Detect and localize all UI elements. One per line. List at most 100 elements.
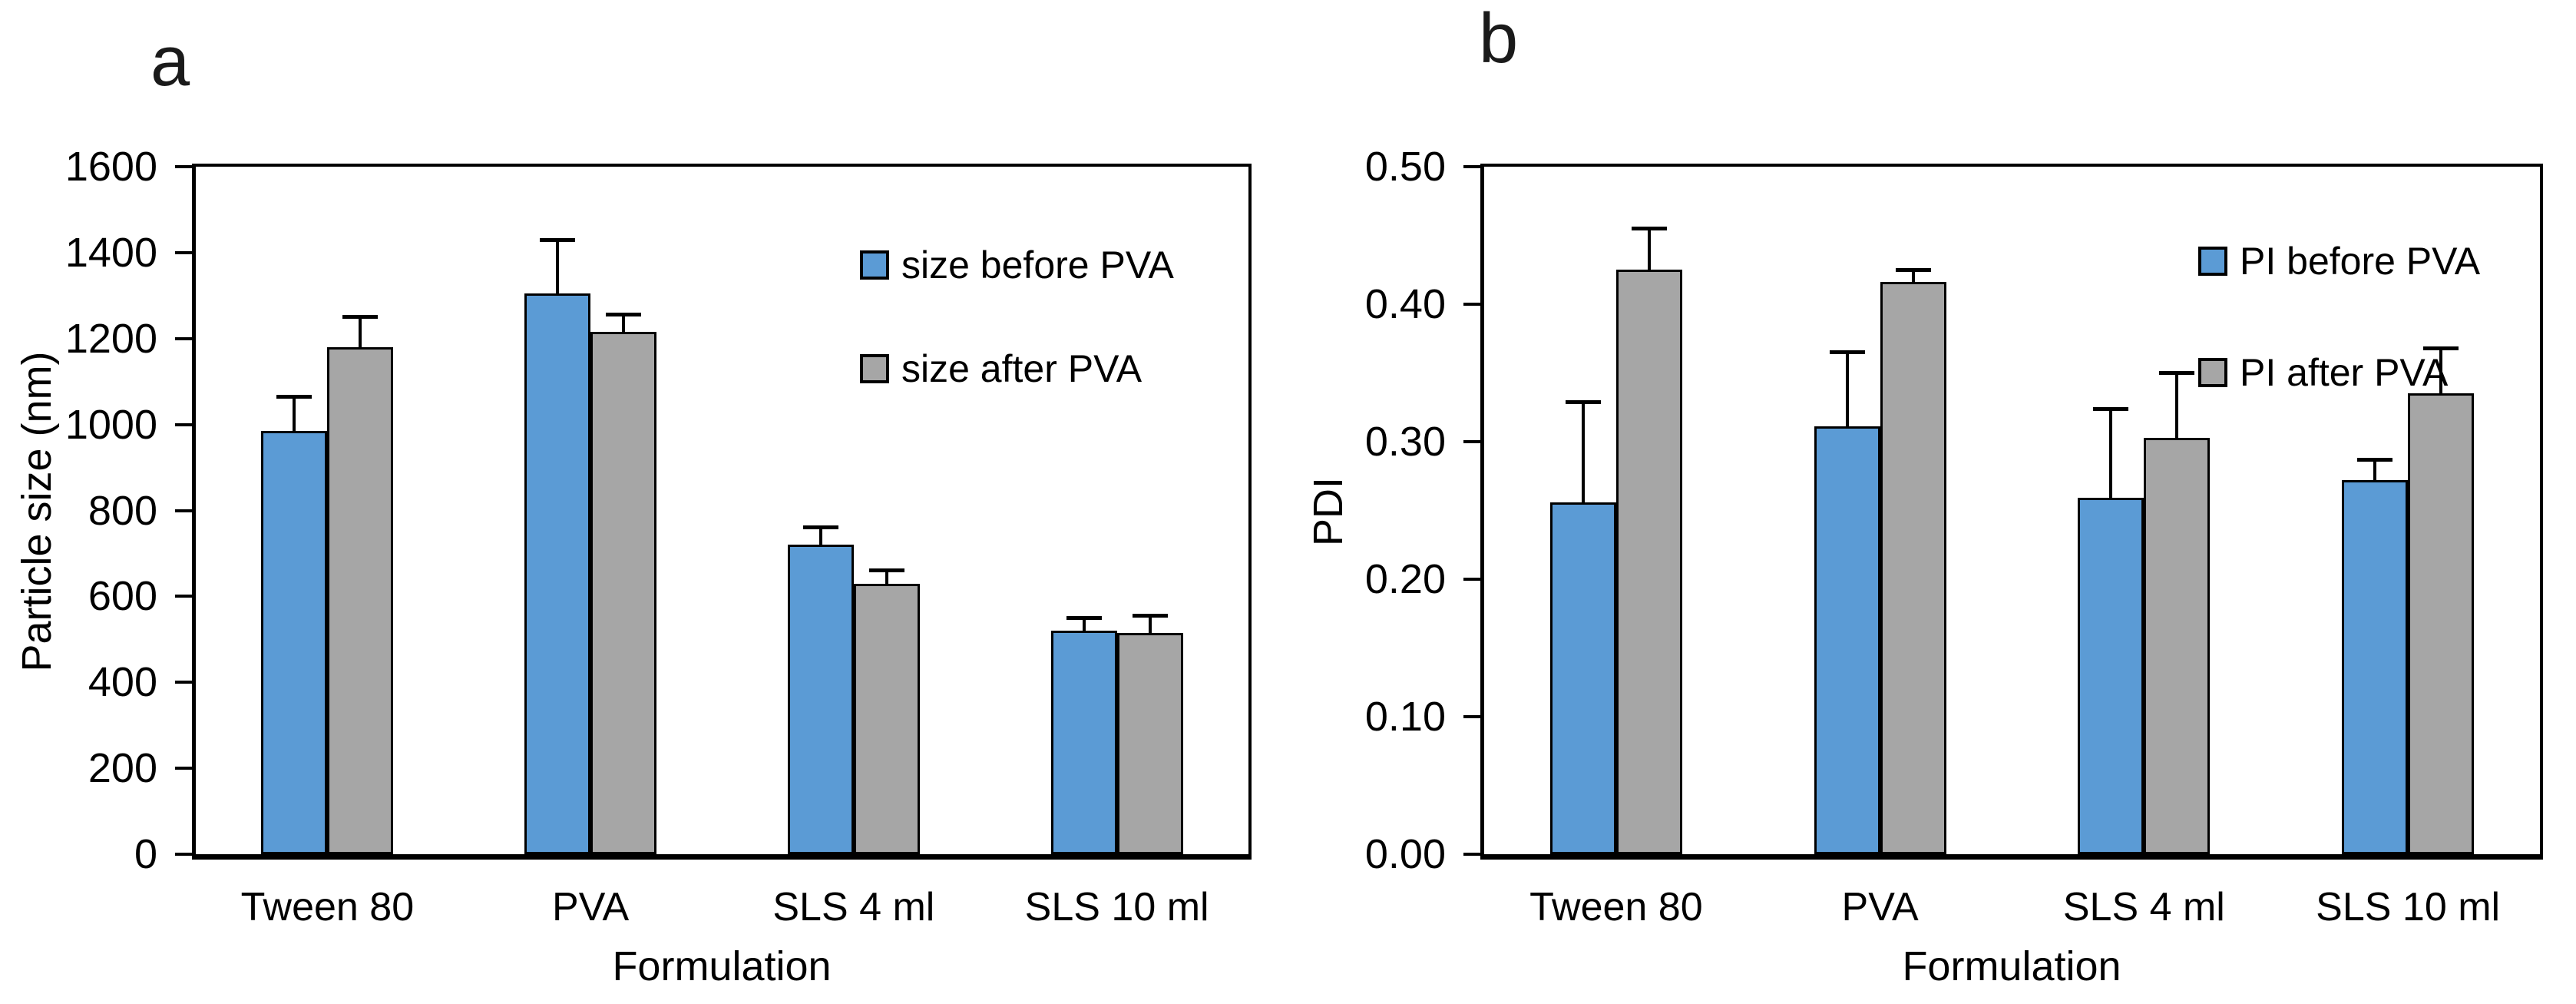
y-tick-label: 800 <box>88 487 157 534</box>
y-tick-mark <box>175 853 192 856</box>
y-tick-label: 0.00 <box>1364 831 1446 877</box>
panel-a-plot-area: size before PVA size after PVA <box>192 164 1252 860</box>
y-tick-mark <box>175 509 192 512</box>
bar-pi-after-pva-tween-80 <box>1615 227 1682 854</box>
error-bar-cap <box>1631 227 1667 231</box>
error-bar-line <box>293 394 296 434</box>
y-tick-label: 0.30 <box>1364 419 1446 465</box>
error-bar-line <box>2109 406 2113 501</box>
error-bar-cap <box>1132 613 1168 618</box>
error-bar <box>342 315 379 350</box>
error-bar <box>1066 615 1102 634</box>
y-tick-mark <box>175 767 192 770</box>
error-bar-line <box>2373 457 2377 483</box>
legend-swatch <box>2198 247 2227 276</box>
x-category-label-sls-10-ml: SLS 10 ml <box>1024 885 1209 929</box>
bar-size-after-pva-pva <box>590 313 657 854</box>
y-tick-mark <box>1463 578 1480 581</box>
error-bar-cap <box>540 237 576 242</box>
y-tick-label: 200 <box>88 745 157 792</box>
bar-pi-before-pva-pva <box>1814 350 1880 854</box>
error-bar <box>276 394 312 434</box>
y-tick-label: 1400 <box>64 229 157 276</box>
error-bar-line <box>622 313 626 335</box>
y-tick-mark <box>1463 715 1480 718</box>
x-category-label-sls-10-ml: SLS 10 ml <box>2316 885 2501 929</box>
legend-swatch <box>2198 358 2227 387</box>
error-bar <box>1565 399 1601 505</box>
y-tick-label: 0 <box>134 831 157 877</box>
bar-size-before-pva-sls-10-ml <box>1050 615 1117 854</box>
legend-item-size-after-pva: size after PVA <box>860 347 1142 390</box>
panel-b-plot-area: PI before PVA PI after PVA <box>1480 164 2543 860</box>
bar-group-sls-10-ml <box>985 167 1248 854</box>
bar-pi-before-pva-tween-80 <box>1549 399 1616 854</box>
y-tick-label: 1000 <box>64 401 157 448</box>
error-bar-cap <box>802 525 838 530</box>
panel-b-y-axis-title: PDI <box>1305 476 1351 547</box>
legend-label: size after PVA <box>901 347 1143 390</box>
error-bar <box>2357 457 2393 483</box>
error-bar <box>868 568 904 586</box>
error-bar-line <box>1911 267 1915 285</box>
legend-item-pi-after-pva: PI after PVA <box>2198 351 2448 394</box>
error-bar <box>2159 371 2195 440</box>
x-category-label-sls-4-ml: SLS 4 ml <box>2062 885 2225 929</box>
x-category-label-pva: PVA <box>552 885 630 929</box>
legend-label: PI after PVA <box>2240 351 2449 394</box>
y-tick-label: 0.50 <box>1364 144 1446 190</box>
bar-size-before-pva-tween-80 <box>261 394 328 854</box>
error-bar-cap <box>1829 350 1865 355</box>
error-bar-cap <box>606 313 642 317</box>
bar-size-before-pva-pva <box>524 237 591 854</box>
y-tick-label: 1200 <box>64 315 157 362</box>
error-bar-cap <box>2423 346 2459 350</box>
y-tick-label: 0.20 <box>1364 556 1446 602</box>
bar-pi-before-pva-sls-4-ml <box>2078 406 2144 854</box>
bar-size-after-pva-tween-80 <box>327 315 394 854</box>
error-bar-line <box>1082 615 1086 634</box>
bar-group-sls-10-ml <box>2276 167 2540 854</box>
panel-b-letter: b <box>1479 0 1519 78</box>
y-tick-label: 0.10 <box>1364 694 1446 740</box>
bar-group-sls-4-ml <box>723 167 986 854</box>
error-bar <box>2423 346 2459 396</box>
error-bar-line <box>359 315 362 350</box>
error-bar <box>540 237 576 297</box>
error-bar-line <box>1581 399 1585 505</box>
bar-pi-after-pva-sls-4-ml <box>2144 371 2211 854</box>
y-tick-label: 600 <box>88 573 157 620</box>
bar-pi-after-pva-pva <box>1880 267 1946 854</box>
error-bar-cap <box>1895 267 1931 272</box>
panel-b-x-axis-title: Formulation <box>1902 943 2121 989</box>
x-category-label-tween-80: Tween 80 <box>1529 885 1703 929</box>
x-category-label-sls-4-ml: SLS 4 ml <box>772 885 935 929</box>
legend-label: size before PVA <box>901 244 1174 287</box>
bar-pi-before-pva-sls-10-ml <box>2342 457 2409 854</box>
bar-group-sls-4-ml <box>2012 167 2277 854</box>
legend-label: PI before PVA <box>2240 240 2481 283</box>
error-bar-cap <box>2357 457 2393 462</box>
error-bar-cap <box>276 394 312 399</box>
bar-group-tween-80 <box>1484 167 1748 854</box>
x-category-label-pva: PVA <box>1841 885 1919 929</box>
bar-size-before-pva-sls-4-ml <box>787 525 854 854</box>
y-tick-label: 0.40 <box>1364 281 1446 327</box>
y-tick-mark <box>175 165 192 168</box>
legend-swatch <box>860 354 889 383</box>
y-tick-mark <box>175 336 192 340</box>
y-tick-mark <box>175 681 192 684</box>
y-tick-label: 1600 <box>64 144 157 190</box>
error-bar <box>606 313 642 335</box>
panel-a-letter: a <box>150 22 190 101</box>
error-bar-line <box>2439 346 2443 396</box>
error-bar <box>1631 227 1667 273</box>
error-bar <box>1895 267 1931 285</box>
error-bar-line <box>1845 350 1849 429</box>
error-bar-line <box>885 568 888 586</box>
y-tick-mark <box>175 422 192 426</box>
error-bar-line <box>556 237 560 297</box>
